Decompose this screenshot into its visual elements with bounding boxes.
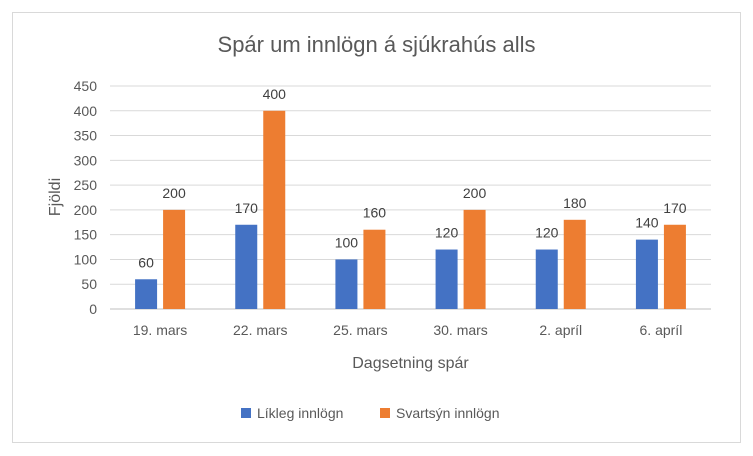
bar: [535, 249, 558, 309]
y-tick-label: 50: [81, 276, 97, 292]
bar: [463, 209, 486, 309]
data-label: 180: [563, 195, 587, 211]
bar: [135, 279, 158, 309]
bar: [163, 209, 186, 309]
y-tick-label: 300: [74, 152, 98, 168]
x-tick-label: 2. apríl: [539, 322, 582, 338]
y-tick-label: 100: [74, 251, 98, 267]
bar: [263, 110, 286, 310]
data-label: 60: [138, 254, 154, 270]
legend-swatch: [380, 408, 390, 418]
data-label: 120: [535, 225, 559, 241]
bar: [335, 259, 358, 309]
x-axis-title: Dagsetning spár: [352, 355, 469, 372]
x-tick-label: 19. mars: [133, 322, 187, 338]
data-label: 100: [335, 234, 359, 250]
legend-label: Líkleg innlögn: [257, 405, 344, 421]
x-tick-label: 22. mars: [233, 322, 287, 338]
chart-title: Spár um innlögn á sjúkrahús alls: [217, 32, 536, 57]
bar: [363, 229, 386, 309]
legend-label: Svartsýn innlögn: [396, 405, 500, 421]
y-tick-label: 250: [74, 177, 98, 193]
x-tick-label: 6. apríl: [640, 322, 683, 338]
legend-item-2: Svartsýn innlögn: [380, 405, 500, 421]
y-tick-label: 350: [74, 128, 98, 144]
bar: [663, 224, 686, 309]
data-label: 200: [463, 185, 487, 201]
x-tick-label: 25. mars: [333, 322, 387, 338]
y-tick-label: 150: [74, 227, 98, 243]
y-tick-label: 400: [74, 103, 98, 119]
y-axis-title: Fjöldi: [47, 178, 64, 216]
y-tick-label: 0: [89, 301, 97, 317]
legend-swatch: [241, 408, 251, 418]
y-tick-label: 200: [74, 202, 98, 218]
bar: [563, 219, 586, 309]
data-label: 170: [663, 200, 687, 216]
data-label: 120: [435, 225, 459, 241]
data-label: 400: [263, 86, 287, 102]
bar: [635, 239, 658, 309]
x-tick-label: 30. mars: [433, 322, 487, 338]
data-label: 160: [363, 205, 387, 221]
data-label: 200: [162, 185, 186, 201]
bar: [235, 224, 258, 309]
legend-item-1: Líkleg innlögn: [241, 405, 343, 421]
data-label: 170: [235, 200, 259, 216]
data-label: 140: [635, 215, 659, 231]
y-tick-label: 450: [74, 78, 98, 94]
chart-frame: [12, 12, 741, 443]
bar: [435, 249, 458, 309]
